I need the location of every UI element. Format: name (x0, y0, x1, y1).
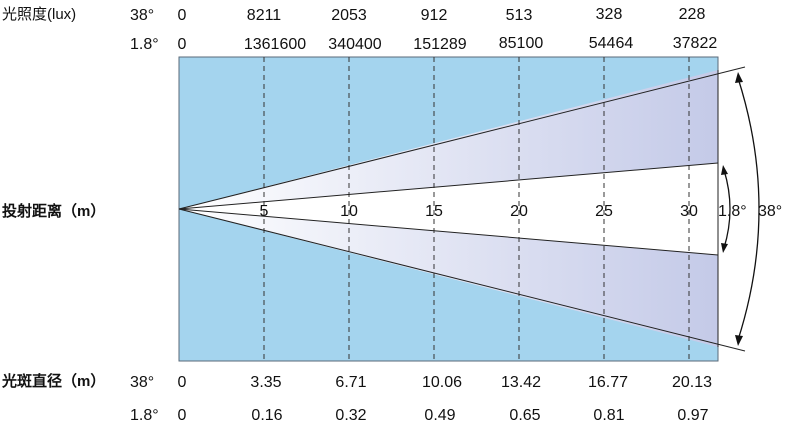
wide-arc-arrow-top-icon (735, 72, 743, 83)
diameter-value: 0.65 (509, 407, 540, 424)
row-angle: 1.8° (130, 36, 159, 53)
row-angle: 38° (130, 7, 154, 24)
illuminance-value: 54464 (589, 35, 634, 52)
illuminance-value: 1361600 (244, 36, 306, 53)
illuminance-value: 151289 (413, 36, 466, 53)
illuminance-value: 328 (596, 6, 623, 23)
diameter-value: 20.13 (672, 374, 712, 391)
wide-angle-label: 38° (758, 203, 782, 220)
diameter-value: 0 (178, 407, 187, 424)
illuminance-value: 85100 (499, 35, 544, 52)
spot-diameter-row-38: 38° 0 3.35 6.71 10.06 13.42 16.77 20.13 (130, 374, 712, 391)
diameter-value: 0.16 (251, 407, 282, 424)
diameter-value: 0.32 (335, 407, 366, 424)
narrow-arc-arrow-top-icon (721, 165, 728, 175)
illuminance-label: 光照度(lux) (2, 6, 76, 23)
distance-mark: 5 (260, 203, 269, 220)
diameter-value: 0.81 (593, 407, 624, 424)
distance-mark: 15 (425, 203, 443, 220)
spot-diameter-label: 光斑直径（m） (1, 372, 105, 390)
distance-mark: 25 (595, 203, 613, 220)
diameter-value: 10.06 (422, 374, 462, 391)
row-angle: 38° (130, 374, 154, 391)
narrow-angle-label: 1.8° (718, 203, 747, 220)
narrow-beam-lower-edge (178, 208, 719, 256)
diameter-value: 0.49 (424, 407, 455, 424)
spot-diameter-row-1-8: 1.8° 0 0.16 0.32 0.49 0.65 0.81 0.97 (130, 407, 709, 424)
illuminance-value: 513 (506, 7, 533, 24)
narrow-beam-upper-edge (178, 162, 719, 210)
diameter-value: 3.35 (250, 374, 281, 391)
wide-arc-arrow-bottom-icon (735, 335, 743, 346)
diameter-value: 0 (178, 374, 187, 391)
illuminance-value: 0 (178, 7, 187, 24)
illuminance-value: 912 (421, 7, 448, 24)
illuminance-row-1-8: 1.8° 0 1361600 340400 151289 85100 54464… (130, 35, 717, 53)
distance-label: 投射距离（m） (2, 202, 105, 220)
illuminance-value: 340400 (328, 36, 381, 53)
diameter-value: 13.42 (501, 374, 541, 391)
diameter-value: 0.97 (677, 407, 708, 424)
distance-gridlines (263, 57, 690, 361)
wide-beam-upper-edge (178, 66, 746, 210)
illuminance-value: 228 (679, 6, 706, 23)
illuminance-value: 2053 (331, 7, 367, 24)
narrow-angle-arc (723, 169, 731, 249)
narrow-arc-arrow-bottom-icon (721, 243, 728, 253)
illuminance-value: 0 (178, 36, 187, 53)
diameter-value: 6.71 (335, 374, 366, 391)
narrow-beam-cone (179, 163, 718, 255)
wide-angle-arc (737, 77, 760, 341)
distance-mark: 30 (680, 203, 698, 220)
distance-mark: 10 (340, 203, 358, 220)
illuminance-value: 8211 (247, 7, 282, 24)
illuminance-row-38: 38° 0 8211 2053 912 513 328 228 (130, 6, 705, 24)
diameter-value: 16.77 (588, 374, 628, 391)
wide-beam-lower-edge (178, 208, 746, 352)
illuminance-value: 37822 (673, 35, 718, 52)
distance-mark: 20 (510, 203, 528, 220)
row-angle: 1.8° (130, 407, 159, 424)
